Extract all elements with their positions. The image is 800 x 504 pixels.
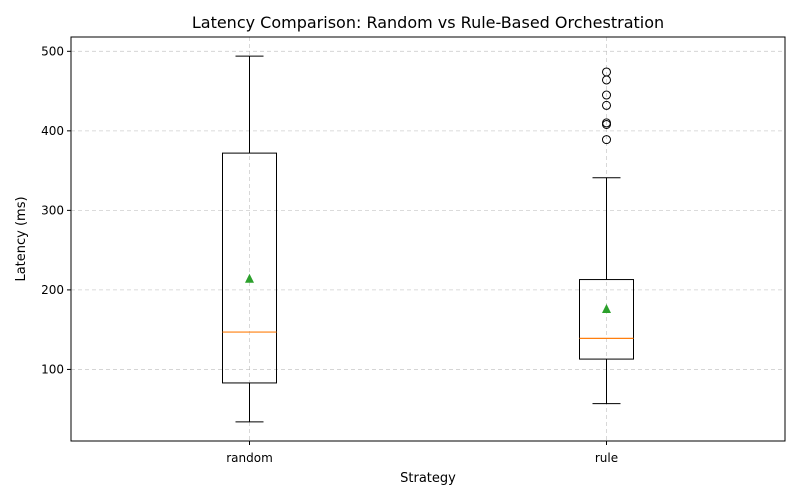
outlier-point xyxy=(602,67,611,77)
chart-title: Latency Comparison: Random vs Rule-Based… xyxy=(192,13,664,32)
mean-marker xyxy=(602,303,611,313)
x-tick-label: random xyxy=(226,451,273,465)
y-tick-label: 100 xyxy=(41,362,64,376)
y-tick-label: 300 xyxy=(41,203,64,217)
plot-area-frame xyxy=(70,36,786,442)
outlier-point xyxy=(602,135,611,145)
y-tick-label: 500 xyxy=(41,44,64,58)
y-tick-label: 400 xyxy=(41,124,64,138)
outlier-point xyxy=(602,100,611,110)
grid-layer xyxy=(71,37,785,441)
x-tick-label: rule xyxy=(595,451,618,465)
mean-marker xyxy=(245,273,254,283)
y-axis-label: Latency (ms) xyxy=(14,196,29,281)
iqr-box xyxy=(579,279,634,360)
outlier-point xyxy=(602,118,611,128)
outlier-point xyxy=(602,90,611,100)
iqr-box xyxy=(222,152,277,384)
box-layer xyxy=(222,55,634,423)
tick-layer: 100 200 300 400 500 random rule xyxy=(41,44,618,465)
y-tick-label: 200 xyxy=(41,283,64,297)
x-axis-label: Strategy xyxy=(400,471,456,486)
